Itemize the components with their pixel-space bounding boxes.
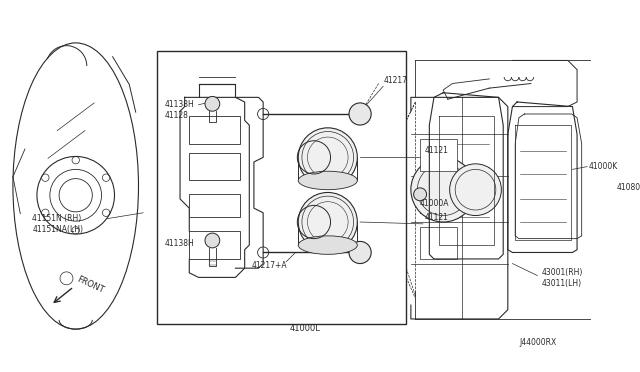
Circle shape [413,188,427,201]
Ellipse shape [450,164,501,215]
Text: 41151N (RH): 41151N (RH) [32,214,81,223]
Ellipse shape [298,171,357,190]
Circle shape [349,241,371,263]
Text: 41217+A: 41217+A [251,261,287,270]
Text: 41000A: 41000A [420,199,450,208]
Text: 41000L: 41000L [289,324,320,333]
Text: 43011(LH): 43011(LH) [542,279,582,288]
Bar [420,227,457,259]
Circle shape [37,157,115,234]
Bar [420,139,457,171]
Text: 41128: 41128 [164,111,188,120]
Ellipse shape [298,192,357,251]
Text: FRONT: FRONT [76,275,106,295]
Text: 41217: 41217 [383,76,407,85]
Text: 41121: 41121 [425,213,449,222]
Text: 41121: 41121 [425,147,449,155]
Text: 41138H: 41138H [164,239,194,248]
Text: 41000K: 41000K [589,162,618,171]
Ellipse shape [298,128,357,187]
Bar [189,194,240,217]
Bar [189,116,240,144]
Text: 41138H: 41138H [164,100,194,109]
Text: 41080K: 41080K [617,183,640,192]
Ellipse shape [298,236,357,254]
Text: 41151NA(LH): 41151NA(LH) [32,225,83,234]
Circle shape [205,233,220,248]
Circle shape [205,96,220,111]
Text: 43001(RH): 43001(RH) [542,268,583,277]
Text: J44000RX: J44000RX [519,337,556,347]
Circle shape [349,103,371,125]
Bar [189,153,240,180]
Bar [189,231,240,259]
Ellipse shape [411,157,476,222]
Bar [157,51,406,324]
